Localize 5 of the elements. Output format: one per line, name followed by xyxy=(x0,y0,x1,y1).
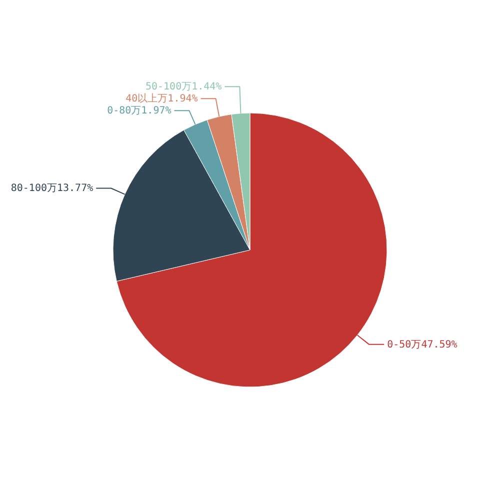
slice-label: 40以上万1.94% xyxy=(126,92,198,105)
slice-label: 80-100万13.77% xyxy=(10,183,94,194)
slice-label: 0-80万1.97% xyxy=(107,106,172,117)
slice-label: 50-100万1.44% xyxy=(145,82,222,93)
slice-label: 0-50万47.59% xyxy=(387,339,458,350)
